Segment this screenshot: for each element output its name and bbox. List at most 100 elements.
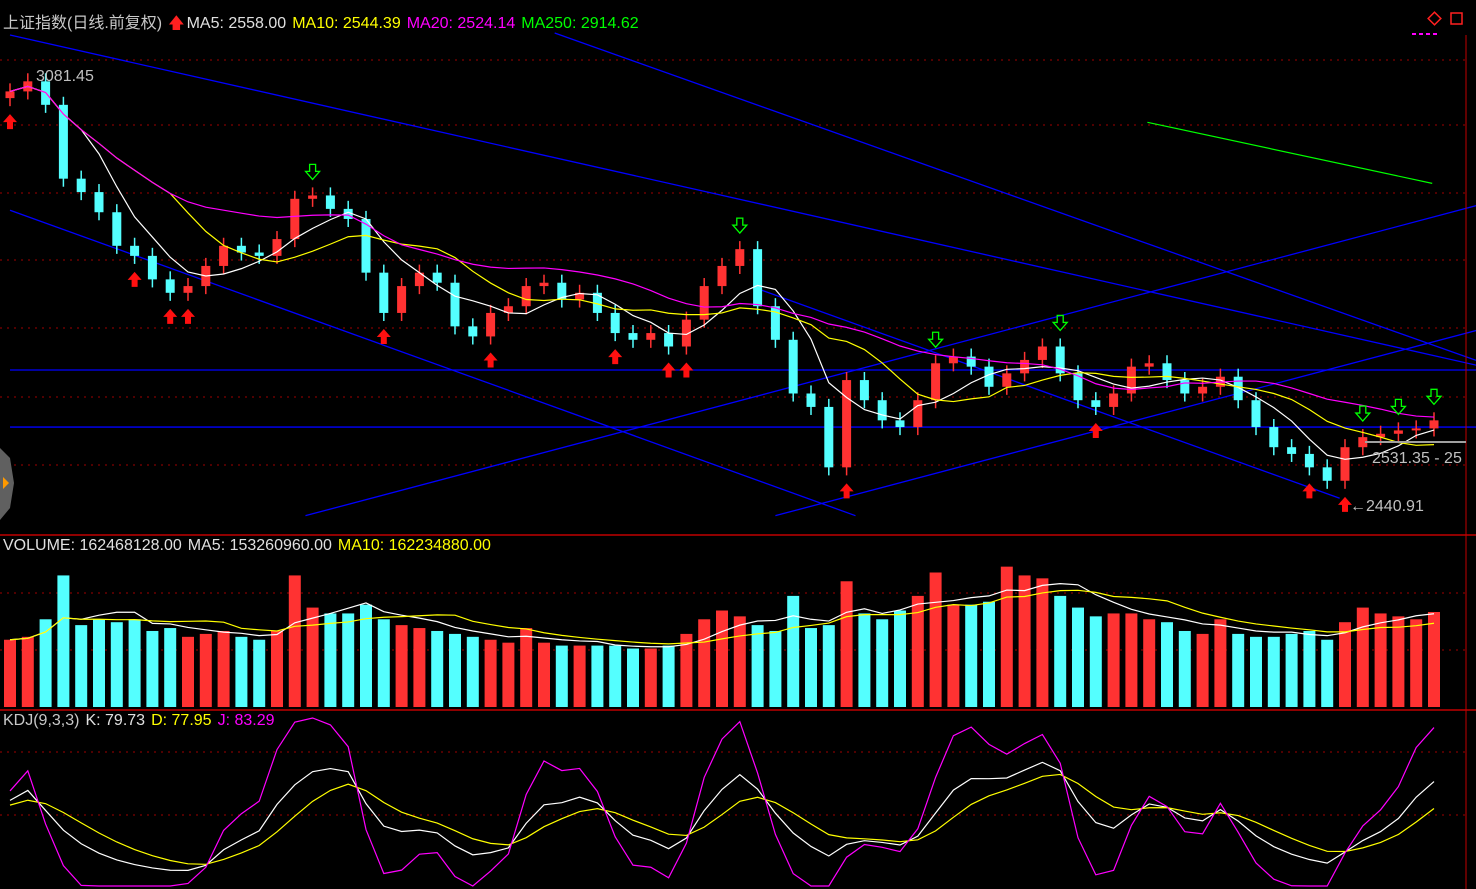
volume-bar[interactable] (164, 628, 177, 707)
candle[interactable] (76, 178, 86, 193)
candle[interactable] (5, 91, 15, 99)
candle[interactable] (290, 198, 300, 240)
volume-bar[interactable] (1036, 578, 1049, 707)
volume-bar[interactable] (1339, 622, 1351, 707)
volume-bar[interactable] (644, 648, 657, 707)
candle[interactable] (592, 292, 602, 313)
candle[interactable] (681, 319, 691, 347)
trendline[interactable] (9, 209, 856, 517)
trendline[interactable] (305, 205, 1476, 517)
volume-bar[interactable] (1143, 619, 1156, 707)
candle[interactable] (1304, 453, 1314, 468)
volume-bar[interactable] (449, 633, 461, 707)
candle[interactable] (1198, 386, 1208, 394)
volume-bar[interactable] (1018, 575, 1031, 707)
volume-bar[interactable] (911, 595, 924, 707)
candle[interactable] (1109, 393, 1119, 407)
candle[interactable] (1358, 437, 1368, 448)
volume-bar[interactable] (876, 619, 889, 707)
volume-bar[interactable] (1125, 613, 1138, 707)
candle[interactable] (1073, 373, 1083, 401)
candle[interactable] (414, 272, 424, 287)
candle[interactable] (966, 356, 976, 367)
candle[interactable] (788, 339, 798, 394)
candle[interactable] (521, 286, 531, 307)
volume-bar[interactable] (199, 633, 212, 707)
volume-bar[interactable] (1374, 613, 1387, 707)
candle[interactable] (379, 272, 389, 313)
candle[interactable] (94, 192, 104, 213)
volume-bar[interactable] (680, 633, 693, 707)
volume-bar[interactable] (1250, 636, 1262, 707)
candle[interactable] (1002, 373, 1012, 387)
volume-bar[interactable] (75, 625, 88, 707)
candle[interactable] (1126, 366, 1136, 394)
volume-bar[interactable] (1178, 630, 1191, 707)
volume-bar[interactable] (360, 604, 372, 707)
volume-bar[interactable] (520, 628, 533, 707)
trendline[interactable] (757, 288, 1340, 499)
volume-bar[interactable] (538, 642, 550, 707)
volume-bar[interactable] (235, 636, 248, 707)
candle[interactable] (1233, 376, 1243, 401)
volume-bar[interactable] (733, 616, 746, 707)
candle[interactable] (1393, 430, 1403, 434)
candle[interactable] (931, 363, 941, 401)
volume-bar[interactable] (983, 601, 995, 707)
candle[interactable] (1162, 363, 1172, 381)
candle[interactable] (254, 252, 264, 256)
candle[interactable] (717, 265, 727, 287)
volume-bar[interactable] (1321, 639, 1334, 707)
candle[interactable] (699, 286, 709, 320)
candle[interactable] (948, 356, 958, 364)
candle[interactable] (646, 333, 656, 340)
candle[interactable] (58, 104, 68, 179)
volume-bar[interactable] (840, 581, 853, 707)
volume-bar[interactable] (1089, 616, 1102, 707)
candle[interactable] (1411, 428, 1421, 431)
volume-bar[interactable] (573, 645, 586, 707)
volume-bar[interactable] (1232, 633, 1245, 707)
volume-bar[interactable] (947, 604, 960, 707)
volume-bar[interactable] (1410, 619, 1423, 707)
candle[interactable] (984, 366, 994, 387)
volume-bar[interactable] (57, 575, 70, 707)
candle[interactable] (147, 255, 157, 280)
volume-bar[interactable] (1356, 607, 1369, 707)
candle[interactable] (859, 380, 869, 401)
volume-bar[interactable] (555, 645, 568, 707)
expand-arrow-icon[interactable] (3, 477, 9, 489)
candle[interactable] (1020, 359, 1030, 374)
volume-bar[interactable] (288, 575, 301, 707)
volume-bar[interactable] (609, 645, 622, 707)
candle[interactable] (1269, 427, 1279, 448)
volume-bar[interactable] (466, 636, 479, 707)
volume-bar[interactable] (858, 613, 871, 707)
candle[interactable] (1144, 363, 1154, 367)
candle[interactable] (557, 282, 567, 300)
volume-bar[interactable] (1428, 611, 1440, 707)
volume-bar[interactable] (716, 610, 728, 707)
volume-bar[interactable] (395, 625, 408, 707)
candle[interactable] (770, 306, 780, 340)
candle[interactable] (1429, 420, 1439, 429)
volume-bar[interactable] (342, 613, 355, 707)
volume-bar[interactable] (306, 607, 319, 707)
candle[interactable] (806, 393, 816, 407)
candle[interactable] (1251, 400, 1261, 428)
candle[interactable] (343, 208, 353, 219)
volume-bar[interactable] (787, 595, 800, 707)
trendline[interactable] (554, 32, 1476, 362)
candle[interactable] (628, 333, 638, 340)
volume-bar[interactable] (182, 636, 194, 707)
candle[interactable] (735, 249, 745, 266)
candle[interactable] (130, 245, 140, 256)
volume-bar[interactable] (1054, 595, 1067, 707)
candle[interactable] (610, 312, 620, 334)
volume-bar[interactable] (1392, 616, 1405, 707)
volume-bar[interactable] (822, 625, 835, 707)
candle[interactable] (361, 218, 371, 273)
candle[interactable] (1180, 380, 1190, 394)
candle[interactable] (165, 279, 175, 293)
